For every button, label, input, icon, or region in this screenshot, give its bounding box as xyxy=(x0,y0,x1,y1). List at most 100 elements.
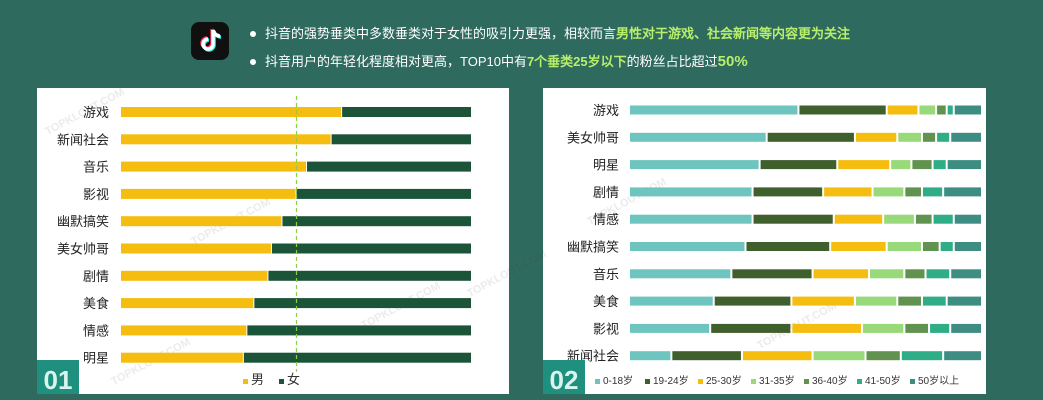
bar-segment xyxy=(296,188,471,199)
legend-label: 31-35岁 xyxy=(759,374,795,387)
bar-segment xyxy=(947,105,953,115)
bar-segment xyxy=(855,296,897,306)
bullet2-text: 抖音用户的年轻化程度相对更高，TOP10中有 xyxy=(265,54,527,69)
header-bullets: 抖音的强势垂类中多数垂类对于女性的吸引力更强，相较而言 男性对于游戏、社会新闻等… xyxy=(250,20,850,76)
bar-segment xyxy=(630,296,713,306)
bullet1-text: 抖音的强势垂类中多数垂类对于女性的吸引力更强，相较而言 xyxy=(265,26,617,41)
bar-segment xyxy=(922,132,936,142)
category-label: 幽默搞笑 xyxy=(567,240,619,255)
bar-segment xyxy=(121,352,243,363)
bar-segment xyxy=(121,298,254,309)
bar-segment xyxy=(760,160,837,170)
bar-segment xyxy=(630,160,759,170)
bar-segment xyxy=(887,105,918,115)
bar-segment xyxy=(933,160,946,170)
legend-swatch xyxy=(751,379,756,384)
bar-segment xyxy=(901,351,943,361)
category-label: 剧情 xyxy=(83,269,109,284)
bar-segment xyxy=(121,243,271,254)
bar-segment xyxy=(630,242,745,251)
bar-segment xyxy=(121,216,282,227)
bar-segment xyxy=(873,187,904,197)
bar-segment xyxy=(792,323,861,333)
bar-segment xyxy=(855,132,897,142)
bar-segment xyxy=(937,105,946,115)
bar-segment xyxy=(753,187,823,197)
bar-segment xyxy=(121,188,296,199)
bar-segment xyxy=(834,214,883,224)
bar-segment xyxy=(922,242,939,251)
panel-number: 01 xyxy=(37,360,79,394)
bar-segment xyxy=(254,298,471,309)
bar-segment xyxy=(767,132,854,142)
bar-segment xyxy=(905,269,925,279)
category-label: 美女帅哥 xyxy=(57,242,109,257)
bar-segment xyxy=(714,296,791,306)
bar-segment xyxy=(813,269,869,279)
age-chart-panel: TOPKLOUT.COM TOPKLOUT.COM TOPKLOUT.COM 游… xyxy=(465,88,986,394)
category-label: 音乐 xyxy=(593,267,619,282)
bar-segment xyxy=(954,242,981,251)
bullet-dot-icon xyxy=(250,59,256,65)
category-label: 剧情 xyxy=(593,185,619,200)
bar-segment xyxy=(824,187,872,197)
bar-segment xyxy=(887,242,921,251)
bar-segment xyxy=(866,351,900,361)
bar-segment xyxy=(922,296,946,306)
legend-swatch xyxy=(910,379,915,384)
legend-swatch xyxy=(698,379,703,384)
bullet2-percent: 50% xyxy=(717,53,748,70)
bar-segment xyxy=(951,323,981,333)
bar-segment xyxy=(813,351,865,361)
bar-segment xyxy=(951,269,981,279)
legend-label: 41-50岁 xyxy=(865,374,901,387)
bar-segment xyxy=(926,269,950,279)
category-label: 影视 xyxy=(83,187,109,202)
bar-segment xyxy=(121,325,247,336)
bar-segment xyxy=(121,134,331,145)
bar-segment xyxy=(905,323,929,333)
bar-segment xyxy=(630,132,766,142)
bar-segment xyxy=(331,134,471,145)
category-label: 幽默搞笑 xyxy=(57,214,109,229)
legend-swatch xyxy=(279,379,284,384)
bar-segment xyxy=(753,214,833,224)
bar-segment xyxy=(947,160,981,170)
bar-segment xyxy=(898,132,921,142)
legend-label: 25-30岁 xyxy=(706,374,742,387)
bar-segment xyxy=(282,216,471,227)
category-label: 情感 xyxy=(593,212,619,227)
bar-segment xyxy=(630,323,710,333)
bar-segment xyxy=(937,132,950,142)
category-label: 情感 xyxy=(83,323,109,338)
bullet2-highlight: 7个垂类25岁以下 xyxy=(526,54,627,69)
bar-segment xyxy=(838,160,890,170)
tiktok-logo-icon xyxy=(191,22,229,60)
bar-segment xyxy=(243,352,471,363)
bar-segment xyxy=(672,351,741,361)
bullet-line-2: 抖音用户的年轻化程度相对更高，TOP10中有 7个垂类25岁以下 的粉丝占比超过… xyxy=(250,48,850,76)
bar-segment xyxy=(630,214,752,224)
legend-swatch xyxy=(857,379,862,384)
legend-label: 女 xyxy=(287,372,300,387)
bar-segment xyxy=(884,214,914,224)
bar-segment xyxy=(746,242,830,251)
bar-segment xyxy=(933,214,953,224)
bar-segment xyxy=(121,270,268,281)
category-label: 美女帅哥 xyxy=(567,130,619,145)
legend-swatch xyxy=(243,379,248,384)
category-label: 美食 xyxy=(83,296,109,311)
bar-segment xyxy=(954,214,981,224)
bar-segment xyxy=(912,160,932,170)
bar-segment xyxy=(792,296,854,306)
bar-segment xyxy=(862,323,904,333)
bar-segment xyxy=(630,187,752,197)
bar-segment xyxy=(271,243,471,254)
bar-segment xyxy=(930,323,950,333)
category-label: 美食 xyxy=(593,294,619,309)
legend-swatch xyxy=(645,379,650,384)
bar-segment xyxy=(711,323,791,333)
gender-chart-panel: TOPKLOUT.COM TOPKLOUT.COM TOPKLOUT.COM T… xyxy=(37,86,509,394)
